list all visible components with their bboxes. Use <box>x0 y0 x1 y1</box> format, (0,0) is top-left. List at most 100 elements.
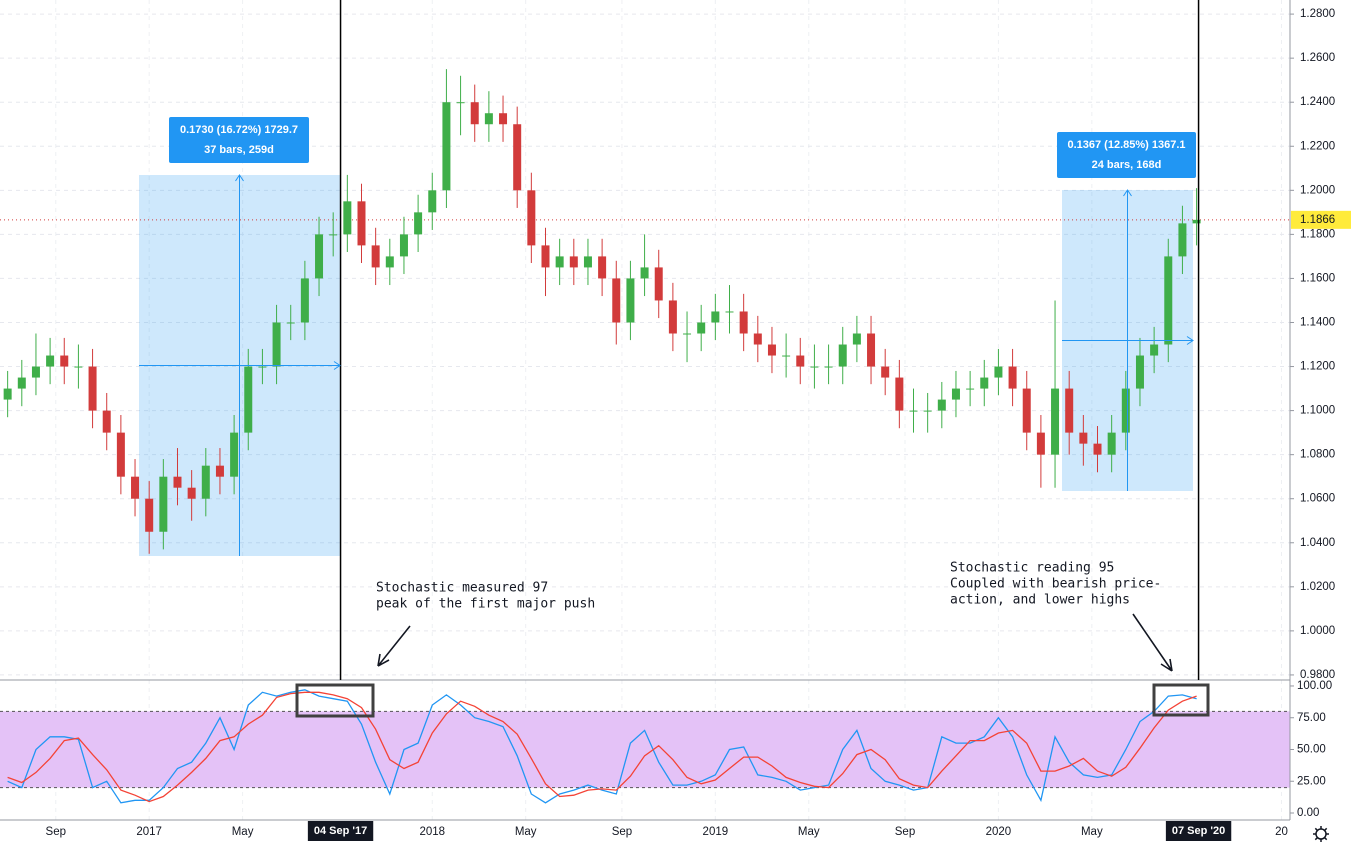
candle-body <box>513 124 522 191</box>
date-marker-badge <box>307 821 374 841</box>
candle-body <box>951 388 960 400</box>
candle-body <box>3 388 12 400</box>
candle-body <box>725 311 734 313</box>
candle-body <box>60 355 69 367</box>
candle-body <box>1121 388 1130 433</box>
candle-body <box>1036 432 1045 455</box>
candle-body <box>796 355 805 367</box>
y-tick-label: 1.2200 <box>1300 140 1335 152</box>
candle-body <box>173 476 182 488</box>
stochastic-line <box>7 691 1197 803</box>
y-tick-label: 1.1000 <box>1300 405 1335 417</box>
candle-body <box>456 102 465 104</box>
candle-body <box>399 234 408 257</box>
candle-body <box>1178 223 1187 257</box>
y-tick-label: 1.2000 <box>1300 184 1335 196</box>
y-tick-label: 25.00 <box>1297 775 1326 787</box>
date-marker-badge <box>1165 821 1232 841</box>
y-tick-label: 1.1400 <box>1300 317 1335 329</box>
y-tick-label: 1.2800 <box>1300 8 1335 20</box>
y-tick-label: 50.00 <box>1297 744 1326 756</box>
candle-body <box>753 333 762 345</box>
y-tick-label: 1.2600 <box>1300 52 1335 64</box>
candle-body <box>17 377 26 389</box>
measure-arrow <box>139 174 341 556</box>
stochastic-line <box>7 689 1197 804</box>
candle-body <box>711 311 720 323</box>
candle-body <box>824 366 833 368</box>
candle-body <box>541 245 550 268</box>
y-tick-label: 1.1200 <box>1300 361 1335 373</box>
y-tick-label: 1.0400 <box>1300 537 1335 549</box>
candle-body <box>244 366 253 433</box>
date-marker-label: 07 Sep '20 <box>1172 825 1225 837</box>
y-tick-label: 0.9800 <box>1300 669 1335 681</box>
candle-body <box>201 465 210 499</box>
candle-body <box>668 300 677 334</box>
highlight-box <box>295 683 375 718</box>
settings-icon[interactable] <box>1313 826 1329 842</box>
candle-body <box>569 256 578 268</box>
y-tick-label: 1.1600 <box>1300 272 1335 284</box>
candle-body <box>187 487 196 499</box>
candle-body <box>612 278 621 323</box>
candle-body <box>867 333 876 367</box>
measure-label: 24 bars, 168d <box>1092 159 1162 171</box>
candle-body <box>966 388 975 390</box>
x-tick-label: 2017 <box>136 826 162 838</box>
candle-body <box>583 256 592 268</box>
candle-body <box>994 366 1003 378</box>
x-tick-label: 2018 <box>419 826 445 838</box>
x-tick-label: May <box>232 826 254 838</box>
candle-body <box>470 102 479 125</box>
candle-body <box>88 366 97 411</box>
candle-body <box>1135 355 1144 389</box>
candle-body <box>414 212 423 235</box>
annotation-text: peak of the first major push <box>376 597 595 612</box>
x-tick-label: 2020 <box>986 826 1012 838</box>
candle-body <box>555 256 564 268</box>
candle-body <box>286 322 295 324</box>
main-layer <box>3 69 1201 804</box>
x-tick-label: Sep <box>895 826 915 838</box>
measure-label: 0.1730 (16.72%) 1729.7 <box>180 124 298 136</box>
candle-body <box>626 278 635 323</box>
last-price-label: 1.1866 <box>1300 214 1335 226</box>
x-tick-label: May <box>515 826 537 838</box>
candle-body <box>739 311 748 334</box>
x-tick-label: 20 <box>1275 826 1288 838</box>
candle-body <box>159 476 168 532</box>
annotation-text: Stochastic reading 95 <box>950 561 1114 576</box>
candle-body <box>1051 388 1060 455</box>
candle-body <box>484 113 493 125</box>
x-tick-label: May <box>1081 826 1103 838</box>
x-tick-label: Sep <box>46 826 66 838</box>
date-marker-label: 04 Sep '17 <box>314 825 367 837</box>
candle-body <box>343 201 352 235</box>
candle-body <box>1107 432 1116 455</box>
candle-body <box>300 278 309 323</box>
candle-body <box>1164 256 1173 345</box>
candle-body <box>697 322 706 334</box>
candle-body <box>1022 388 1031 433</box>
last-price-badge <box>1291 210 1351 229</box>
candle-body <box>937 399 946 411</box>
measure-label: 37 bars, 259d <box>204 144 274 156</box>
candle-body <box>230 432 239 477</box>
candle-body <box>980 377 989 389</box>
candle-body <box>852 333 861 345</box>
candle-body <box>116 432 125 477</box>
candle-body <box>442 102 451 191</box>
x-tick-label: May <box>798 826 820 838</box>
measure-label-box <box>1057 132 1196 178</box>
arrow <box>377 625 411 667</box>
annotation-text: action, and lower highs <box>950 593 1130 608</box>
x-tick-label: Sep <box>612 826 632 838</box>
y-tick-label: 0.00 <box>1297 807 1319 819</box>
y-tick-label: 75.00 <box>1297 712 1326 724</box>
candle-body <box>74 366 83 368</box>
candle-body <box>357 201 366 246</box>
y-tick-label: 1.0000 <box>1300 625 1335 637</box>
